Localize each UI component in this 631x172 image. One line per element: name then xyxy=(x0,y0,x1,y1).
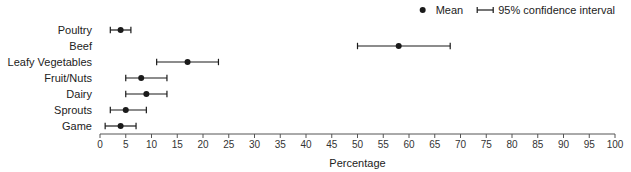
ci-cap-high xyxy=(146,107,147,113)
marks xyxy=(105,27,450,129)
legend-ci-symbol xyxy=(477,9,493,10)
legend-dot-symbol xyxy=(420,7,426,13)
x-tick-label: 0 xyxy=(97,139,103,150)
x-tick-label: 5 xyxy=(123,139,129,150)
x-axis-label: Percentage xyxy=(329,157,385,169)
x-tick xyxy=(589,134,590,138)
y-ticks: Poultry Beef Leafy Vegetables Fruit/Nuts Dai… xyxy=(8,24,93,132)
category-label: Sprouts xyxy=(54,104,92,116)
category-label: Leafy Vegetables xyxy=(8,56,93,68)
mean-dot xyxy=(185,59,191,65)
x-tick xyxy=(177,134,178,138)
x-tick xyxy=(563,134,564,138)
x-tick xyxy=(100,134,101,138)
legend: Mean 95% confidence interval xyxy=(420,4,615,16)
x-tick-label: 85 xyxy=(532,139,544,150)
ci-cap-high xyxy=(450,43,451,49)
ci-cap-high xyxy=(166,91,167,97)
x-tick xyxy=(615,134,616,138)
category-label: Poultry xyxy=(58,24,93,36)
ci-cap-low xyxy=(125,75,126,81)
x-tick xyxy=(434,134,435,138)
x-tick-label: 60 xyxy=(403,139,415,150)
x-ticks: 0 5 10 15 20 25 30 35 40 45 50 55 60 65 70 75 80 85 90 95 10… xyxy=(97,134,624,150)
category-label: Game xyxy=(62,120,92,132)
x-tick-label: 15 xyxy=(172,139,184,150)
ci-cap-high xyxy=(218,59,219,65)
x-tick xyxy=(203,134,204,138)
x-tick xyxy=(125,134,126,138)
mean-dot xyxy=(118,27,124,33)
x-tick xyxy=(460,134,461,138)
x-tick-label: 70 xyxy=(455,139,467,150)
ci-cap-low xyxy=(105,123,106,129)
ci-cap-high xyxy=(130,27,131,33)
ci-cap-low xyxy=(357,43,358,49)
ci-line xyxy=(126,77,167,78)
legend-label: Mean xyxy=(436,4,464,16)
mean-dot xyxy=(138,75,144,81)
legend-item: Mean xyxy=(420,4,464,16)
category-label: Fruit/Nuts xyxy=(44,72,92,84)
category-label: Beef xyxy=(69,40,93,52)
x-tick xyxy=(254,134,255,138)
x-tick xyxy=(331,134,332,138)
x-tick xyxy=(383,134,384,138)
x-tick-label: 100 xyxy=(607,139,624,150)
x-tick xyxy=(409,134,410,138)
x-tick-label: 55 xyxy=(378,139,390,150)
x-tick xyxy=(512,134,513,138)
mean-dot xyxy=(143,91,149,97)
ci-cap-low xyxy=(125,91,126,97)
x-tick-label: 80 xyxy=(506,139,518,150)
ci-cap-high xyxy=(166,75,167,81)
mean-dot xyxy=(123,107,129,113)
ci-cap-low xyxy=(156,59,157,65)
x-tick-label: 10 xyxy=(146,139,158,150)
x-tick xyxy=(151,134,152,138)
mean-dot xyxy=(118,123,124,129)
x-tick-label: 20 xyxy=(197,139,209,150)
x-tick-label: 90 xyxy=(558,139,570,150)
legend-item: 95% confidence interval xyxy=(477,4,615,16)
legend-ci-cap xyxy=(477,7,478,13)
x-tick-label: 35 xyxy=(275,139,287,150)
x-tick xyxy=(357,134,358,138)
legend-ci-cap xyxy=(493,7,494,13)
legend-label: 95% confidence interval xyxy=(498,4,615,16)
x-tick-label: 75 xyxy=(481,139,493,150)
mean-dot xyxy=(396,43,402,49)
ci-cap-low xyxy=(110,107,111,113)
ci-cap-high xyxy=(135,123,136,129)
category-label: Dairy xyxy=(66,88,92,100)
ci-cap-low xyxy=(110,27,111,33)
x-tick-label: 40 xyxy=(300,139,312,150)
x-tick xyxy=(306,134,307,138)
x-tick-label: 50 xyxy=(352,139,364,150)
x-tick xyxy=(537,134,538,138)
x-tick-label: 95 xyxy=(584,139,596,150)
x-tick xyxy=(280,134,281,138)
ci-line xyxy=(358,45,451,46)
x-tick-label: 30 xyxy=(249,139,261,150)
x-tick-label: 45 xyxy=(326,139,338,150)
x-tick-label: 65 xyxy=(429,139,441,150)
x-tick xyxy=(486,134,487,138)
x-tick-label: 25 xyxy=(223,139,235,150)
x-tick xyxy=(228,134,229,138)
